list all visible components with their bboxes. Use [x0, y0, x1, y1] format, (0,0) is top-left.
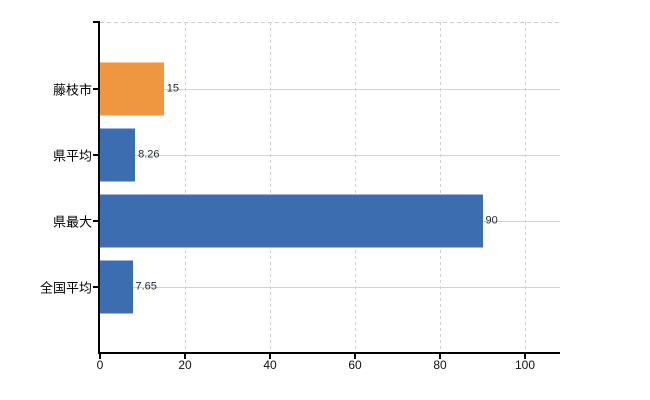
x-axis-tick-mark	[99, 353, 101, 359]
x-axis-tick-mark	[269, 353, 271, 359]
x-axis-tick-label: 0	[96, 358, 104, 372]
bar	[100, 62, 164, 116]
bar	[100, 128, 136, 182]
category-label: 全国平均	[39, 280, 92, 296]
bar-value-label: 90	[485, 214, 498, 227]
bar	[100, 260, 133, 314]
x-axis-tick-label: 100	[514, 358, 536, 372]
gridline-horizontal	[100, 89, 560, 90]
gridline-horizontal	[100, 155, 560, 156]
x-axis-tick-label: 40	[263, 358, 277, 372]
gridline-vertical	[355, 22, 356, 353]
x-axis-tick-mark	[354, 353, 356, 359]
gridline-horizontal	[100, 287, 560, 288]
category-tick-mark	[93, 286, 100, 288]
x-axis-tick-mark	[184, 353, 186, 359]
plot-top-border	[100, 22, 560, 23]
bar-value-label: 15	[166, 82, 179, 95]
gridline-vertical	[185, 22, 186, 353]
x-axis-line	[98, 352, 560, 354]
y-axis-end-tick	[93, 21, 100, 23]
bar	[100, 194, 483, 248]
x-axis-tick-mark	[439, 353, 441, 359]
gridline-vertical	[525, 22, 526, 353]
category-label: 藤枝市	[52, 82, 92, 98]
category-label: 県平均	[52, 148, 92, 164]
x-axis-tick-mark	[524, 353, 526, 359]
bar-value-label: 7.65	[135, 280, 157, 293]
gridline-vertical	[270, 22, 271, 353]
gridline-vertical	[440, 22, 441, 353]
category-tick-mark	[93, 220, 100, 222]
x-axis-tick-label: 60	[348, 358, 362, 372]
category-tick-mark	[93, 154, 100, 156]
bar-value-label: 8.26	[138, 148, 160, 161]
x-axis-tick-label: 80	[433, 358, 447, 372]
y-axis-line	[98, 22, 100, 353]
category-tick-mark	[93, 88, 100, 90]
x-axis-tick-label: 20	[178, 358, 192, 372]
category-label: 県最大	[52, 214, 92, 230]
